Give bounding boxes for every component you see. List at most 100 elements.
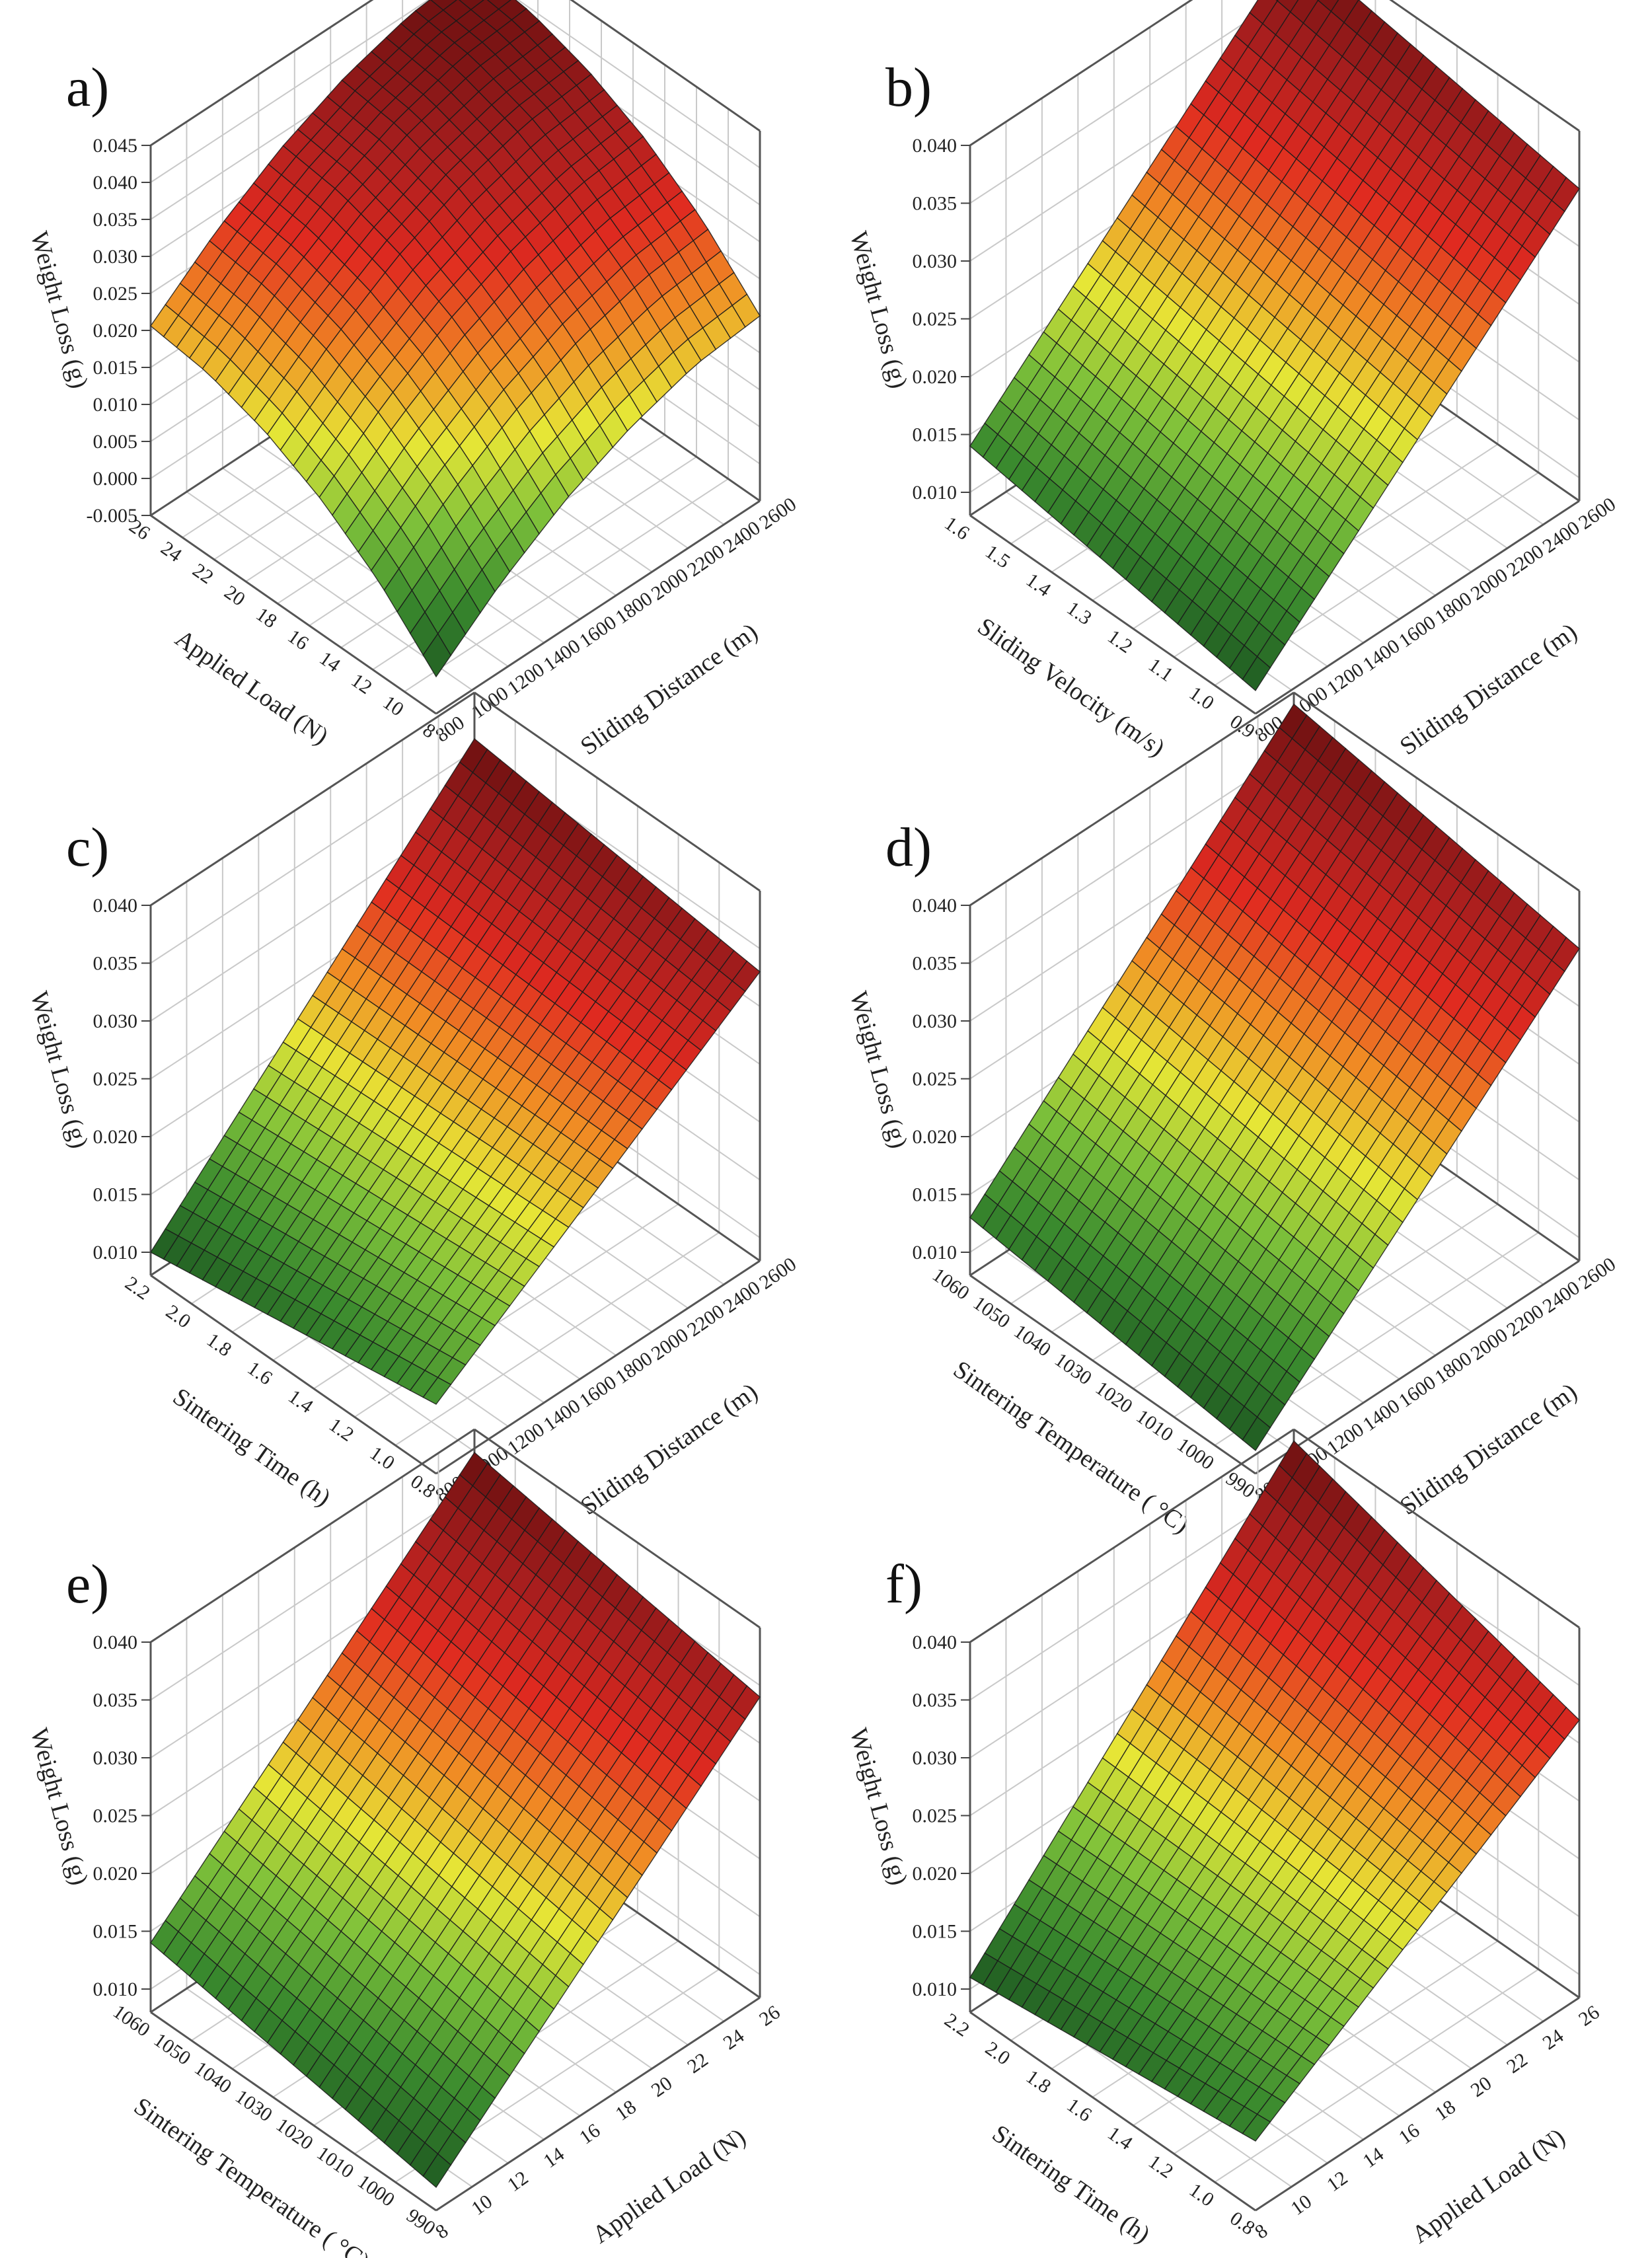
x-tick-label: 1.4 <box>284 1386 317 1418</box>
x-tick-label: 1060 <box>928 1263 973 1304</box>
y-tick-label: 18 <box>1431 2096 1460 2125</box>
x-tick-label: 1.4 <box>1104 2123 1137 2155</box>
x-tick-label: 1.0 <box>366 1442 399 1474</box>
z-tick-label: 0.015 <box>913 1184 957 1206</box>
x-tick-label: 1.8 <box>203 1329 236 1361</box>
x-tick-label: 1050 <box>969 1292 1014 1332</box>
x-tick-label: 1060 <box>109 2000 154 2041</box>
x-tick-label: 1.2 <box>1145 2150 1178 2183</box>
x-tick-label: 1.1 <box>1145 654 1178 686</box>
x-tick-label: 1.3 <box>1063 597 1096 630</box>
x-tick-label: 20 <box>220 581 249 610</box>
surface <box>150 737 761 1405</box>
z-tick-label: 0.020 <box>93 1126 138 1148</box>
y-axis-label: Applied Load (N) <box>1407 2123 1570 2249</box>
z-tick-label: 0.040 <box>93 1632 138 1653</box>
surface <box>150 0 761 678</box>
x-tick-label: 1020 <box>272 2114 317 2154</box>
z-tick-label: 0.025 <box>93 283 138 305</box>
x-axis-label: Sintering Temperature ( °C) <box>948 1355 1194 1539</box>
y-tick-label: 2600 <box>755 493 800 533</box>
x-tick-label: 1030 <box>1051 1349 1096 1389</box>
y-tick-label: 26 <box>755 2001 784 2030</box>
z-tick-label: 0.010 <box>93 1978 138 2000</box>
surface <box>150 1451 761 2189</box>
z-tick-label: 0.040 <box>93 172 138 194</box>
z-ticks: -0.005 0.000 0.005 0.010 0.015 0.020 0.025 0.03… <box>87 135 151 527</box>
panel-letter: e) <box>66 1554 109 1615</box>
y-tick-label: 10 <box>468 2191 497 2220</box>
y-tick-label: 12 <box>1323 2167 1352 2196</box>
surface-cell <box>1242 656 1271 692</box>
x-tick-label: 1020 <box>1092 1377 1137 1417</box>
panel-f: f)0.0100.0150.0200.0250.0300.0350.0400.8… <box>845 1428 1604 2249</box>
z-axis-label: Weight Loss (g) <box>25 1725 94 1888</box>
z-tick-label: 0.025 <box>913 309 957 330</box>
z-tick-label: 0.015 <box>93 357 138 379</box>
x-tick-label: 2.0 <box>981 2037 1014 2070</box>
surface-cell <box>422 2153 452 2189</box>
y-tick-label: 2600 <box>1575 493 1620 533</box>
z-tick-label: 0.035 <box>913 193 957 215</box>
z-tick-label: 0.040 <box>913 895 957 917</box>
z-tick-label: 0.015 <box>913 1921 957 1943</box>
y-tick-label: 2600 <box>755 1253 800 1293</box>
z-tick-label: 0.000 <box>93 468 138 490</box>
z-tick-label: 0.010 <box>913 1978 957 2000</box>
z-axis-label: Weight Loss (g) <box>25 989 94 1151</box>
z-tick-label: 0.025 <box>913 1069 957 1090</box>
panel-b: b)0.0100.0150.0200.0250.0300.0350.0400.9… <box>845 0 1620 762</box>
surface <box>969 703 1580 1452</box>
z-tick-label: 0.010 <box>913 1242 957 1263</box>
x-axis-label: Sliding Velocity (m/s) <box>973 613 1170 763</box>
x-tick-label: 1.0 <box>1185 2179 1219 2211</box>
z-tick-label: -0.005 <box>87 505 138 527</box>
x-tick-label: 22 <box>188 559 217 588</box>
x-tick-label: 2.2 <box>121 1272 154 1304</box>
x-tick-label: 1.2 <box>325 1413 358 1446</box>
x-tick-label: 1.5 <box>981 541 1014 573</box>
x-tick-label: 1010 <box>313 2142 357 2183</box>
y-axis-label: Applied Load (N) <box>587 2123 751 2249</box>
x-tick-label: 1050 <box>150 2029 195 2069</box>
x-tick-label: 1040 <box>190 2057 235 2097</box>
z-ticks: 0.010 0.015 0.020 0.025 0.030 0.035 0.040 <box>913 895 970 1263</box>
z-tick-label: 0.045 <box>93 135 138 157</box>
x-tick-label: 14 <box>315 647 344 676</box>
panel-d: d)0.0100.0150.0200.0250.0300.0350.040990… <box>845 691 1620 1539</box>
surface-cell <box>422 1376 452 1405</box>
z-axis-label: Weight Loss (g) <box>845 229 913 391</box>
x-tick-label: 12 <box>347 669 376 698</box>
z-axis-label: Weight Loss (g) <box>25 229 94 391</box>
z-tick-label: 0.015 <box>93 1921 138 1943</box>
y-tick-label: 18 <box>611 2096 640 2125</box>
z-tick-label: 0.015 <box>913 424 957 446</box>
y-tick-label: 2600 <box>1575 1253 1620 1293</box>
x-tick-label: 16 <box>283 625 313 654</box>
z-tick-label: 0.035 <box>93 1690 138 1712</box>
z-tick-label: 0.040 <box>913 135 957 157</box>
z-ticks: 0.010 0.015 0.020 0.025 0.030 0.035 0.040 <box>913 1632 970 2000</box>
z-tick-label: 0.010 <box>93 394 138 416</box>
z-tick-label: 0.030 <box>913 1747 957 1769</box>
panel-letter: a) <box>66 57 109 118</box>
z-tick-label: 0.035 <box>93 953 138 975</box>
x-tick-label: 2.2 <box>940 2009 973 2041</box>
x-tick-label: 1.0 <box>1185 682 1219 714</box>
x-tick-label: 1.8 <box>1022 2066 1055 2098</box>
y-tick-label: 16 <box>1395 2119 1424 2148</box>
surface <box>969 0 1580 692</box>
z-tick-label: 0.035 <box>913 1690 957 1712</box>
x-tick-label: 1.6 <box>940 512 973 545</box>
z-axis-label: Weight Loss (g) <box>845 1725 913 1888</box>
z-tick-label: 0.030 <box>913 1010 957 1032</box>
z-tick-label: 0.020 <box>93 1863 138 1885</box>
x-tick-label: 1030 <box>231 2086 276 2126</box>
z-tick-label: 0.025 <box>913 1805 957 1827</box>
surface-cell <box>1242 1416 1271 1452</box>
x-tick-label: 1.2 <box>1104 626 1137 658</box>
z-tick-label: 0.020 <box>913 366 957 388</box>
y-tick-label: 8 <box>1251 2220 1271 2243</box>
z-axis-label: Weight Loss (g) <box>845 989 913 1151</box>
